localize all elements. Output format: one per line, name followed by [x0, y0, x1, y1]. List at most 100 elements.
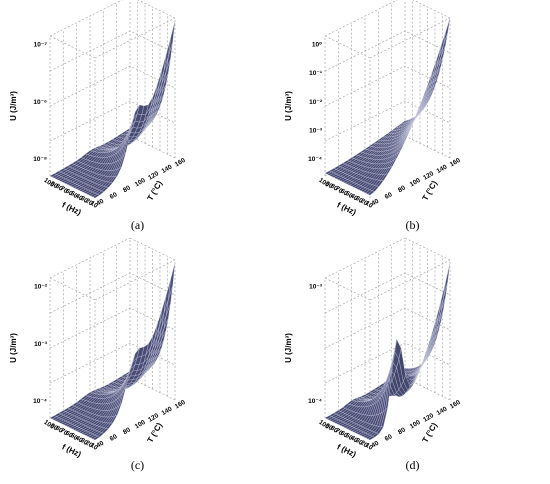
- T-tick-label: 140: [435, 405, 448, 417]
- z-tick-label: 10⁻³: [34, 341, 48, 348]
- T-tick-label: 120: [147, 170, 160, 182]
- subplot-a: 10⁻⁸ 10⁻⁶ 10⁻⁷ U (J/m³) 10 20 30 40 50 60 70 80 90 10…: [0, 0, 275, 242]
- f-tick-label: 20: [359, 197, 369, 207]
- f-tick-label: 10: [364, 442, 374, 452]
- surface-cell: [443, 262, 451, 299]
- z-ticks: 10⁻⁸ 10⁻⁶ 10⁻⁷: [33, 41, 47, 163]
- f-tick-label: 20: [359, 439, 369, 449]
- f-tick-label: 20: [84, 197, 94, 207]
- surface: [324, 262, 451, 441]
- f-tick-label: 70: [334, 185, 344, 195]
- z-tick-label: 10⁻³: [309, 128, 323, 135]
- surface-cell: [92, 435, 100, 441]
- z-tick-label: 10⁻²: [34, 283, 48, 290]
- f-tick-label: 90: [49, 422, 59, 432]
- f-axis-label: f (Hz): [61, 200, 83, 217]
- f-tick-label: 70: [59, 185, 69, 195]
- f-tick-label: 80: [54, 183, 64, 193]
- f-tick-label: 60: [339, 188, 349, 198]
- T-tick-label: 160: [449, 157, 462, 169]
- T-tick-label: 160: [174, 399, 187, 411]
- f-tick-label: 40: [74, 192, 84, 202]
- T-tick-label: 60: [109, 191, 119, 201]
- subplot-c: 10⁻⁴ 10⁻³ 10⁻² U (J/m³) 10 20 30 40 50 60 70 80 90 10…: [0, 237, 275, 484]
- surface-plot-c: 10⁻⁴10⁻³10⁻²U (J/m³)10203040506070809010…: [9, 237, 187, 459]
- surface-cell: [443, 17, 451, 46]
- f-tick-label: 20: [84, 439, 94, 449]
- f-tick-label: 10: [364, 200, 374, 210]
- T-tick-label: 80: [397, 426, 407, 436]
- caption-a: (a): [130, 218, 145, 232]
- T-tick-label: 160: [174, 157, 187, 169]
- z-tick-label: 10⁻²: [309, 99, 323, 106]
- f-tick-label: 40: [74, 434, 84, 444]
- f-tick-label: 60: [64, 430, 74, 440]
- T-tick-label: 140: [435, 163, 448, 175]
- surface: [324, 17, 451, 196]
- f-tick-label: 50: [69, 190, 79, 200]
- z-tick-label: 10⁻⁸: [33, 156, 47, 163]
- f-tick-label: 10: [89, 442, 99, 452]
- T-tick-label: 100: [409, 177, 422, 189]
- z-ticks: 10⁻⁴ 10⁻³: [308, 283, 323, 405]
- subplot-d: 10⁻⁴ 10⁻³ U (J/m³) 10 20 30 40 50 60 70 80 90 100 f (…: [275, 237, 550, 484]
- f-tick-label: 30: [354, 195, 364, 205]
- T-tick-label: 60: [384, 191, 394, 201]
- f-tick-label: 90: [49, 180, 59, 190]
- z-ticks: 10⁻⁴ 10⁻³ 10⁻²: [33, 283, 48, 405]
- T-tick-label: 100: [409, 419, 422, 431]
- z-tick-label: 10⁻⁴: [308, 398, 322, 405]
- f-tick-label: 90: [324, 422, 334, 432]
- f-tick-label: 10: [89, 200, 99, 210]
- surface-plot-a: 10⁻⁸10⁻⁶10⁻⁷U (J/m³)10203040506070809010…: [9, 0, 187, 217]
- subplot-b: 10⁻⁴ 10⁻³ 10⁻² 10⁻¹ 10⁰ U (J/m³) 10 20 30 40 50 60 7…: [275, 0, 550, 242]
- f-tick-label: 80: [329, 425, 339, 435]
- T-tick-label: 80: [397, 184, 407, 194]
- f-tick-label: 50: [69, 432, 79, 442]
- z-tick-label: 10⁰: [312, 41, 322, 48]
- surface-cell: [367, 190, 375, 196]
- T-tick-label: 80: [122, 184, 132, 194]
- caption-c: (c): [130, 458, 145, 472]
- f-tick-label: 50: [344, 432, 354, 442]
- z-tick-label: 10⁻⁷: [34, 41, 48, 48]
- surface-cell: [367, 436, 375, 441]
- T-tick-label: 60: [109, 433, 119, 443]
- T-tick-label: 100: [134, 419, 147, 431]
- z-tick-label: 10⁻³: [309, 283, 323, 290]
- f-tick-label: 60: [64, 188, 74, 198]
- f-axis-label: f (Hz): [336, 200, 358, 217]
- T-axis-label: T (°C): [421, 421, 440, 444]
- T-tick-label: 140: [160, 163, 173, 175]
- f-tick-label: 50: [344, 190, 354, 200]
- T-tick-label: 40: [95, 198, 105, 208]
- T-tick-label: 160: [449, 399, 462, 411]
- f-axis-label: f (Hz): [336, 442, 358, 459]
- T-tick-label: 140: [160, 405, 173, 417]
- T-axis-label: T (°C): [421, 179, 440, 202]
- f-tick-label: 40: [349, 434, 359, 444]
- surface: [49, 262, 176, 441]
- T-tick-label: 120: [422, 412, 435, 424]
- z-ticks: 10⁻⁴ 10⁻³ 10⁻² 10⁻¹ 10⁰: [308, 41, 323, 163]
- f-tick-label: 30: [354, 437, 364, 447]
- T-tick-label: 40: [370, 198, 380, 208]
- f-tick-label: 30: [79, 437, 89, 447]
- caption-b: (b): [405, 218, 420, 232]
- axes-box: [324, 237, 451, 440]
- z-tick-label: 10⁻⁴: [308, 156, 322, 163]
- T-tick-label: 80: [122, 426, 132, 436]
- caption-d: (d): [405, 458, 420, 472]
- z-tick-label: 10⁻¹: [309, 70, 322, 77]
- z-axis-label: U (J/m³): [9, 91, 18, 121]
- f-tick-label: 30: [79, 195, 89, 205]
- f-tick-label: 70: [59, 427, 69, 437]
- T-tick-label: 100: [134, 177, 147, 189]
